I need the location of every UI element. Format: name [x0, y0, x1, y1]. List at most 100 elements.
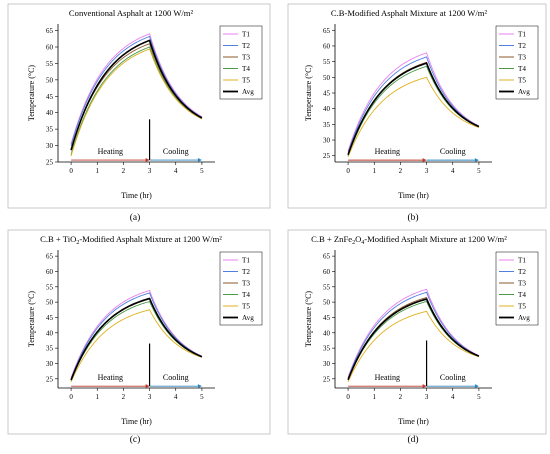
legend-label-t3: T3 — [518, 54, 526, 62]
y-tick-label: 45 — [46, 314, 54, 322]
legend-box — [219, 251, 263, 326]
title-subscript: 2 — [76, 240, 79, 246]
cooling-arrowhead — [197, 158, 202, 163]
x-axis-label: Time (hr) — [398, 417, 429, 426]
y-tick-label: 40 — [46, 329, 54, 337]
y-tick-label: 30 — [323, 137, 331, 145]
chart-panel-2: C.B-Modified Asphalt Mixture at 1200 W/m… — [287, 3, 547, 223]
legend-label-t5: T5 — [518, 303, 526, 311]
title-part: -Modified Asphalt Mixture at 1200 W/m² — [79, 234, 222, 244]
x-tick-label: 0 — [346, 167, 350, 175]
x-tick-label: 4 — [451, 393, 455, 401]
series-line-t5 — [347, 76, 480, 158]
x-tick-label: 5 — [200, 167, 204, 175]
cooling-label: Cooling — [163, 147, 189, 156]
y-tick-label: 30 — [323, 360, 331, 368]
legend-label-t3: T3 — [242, 54, 250, 62]
series-line-t1 — [347, 288, 480, 378]
title-part: -Modified Asphalt Mixture at 1200 W/m² — [364, 234, 507, 244]
legend: T1 T2 T3 T4 T5 Avg — [219, 251, 263, 326]
x-tick-label: 4 — [174, 393, 178, 401]
series-line-avg — [347, 62, 480, 156]
x-tick-label: 3 — [148, 393, 152, 401]
legend-label-t2: T2 — [242, 268, 250, 276]
legend-label-avg: Avg — [518, 314, 530, 322]
x-tick-label: 5 — [477, 167, 481, 175]
y-tick-label: 55 — [323, 283, 331, 291]
cooling-label: Cooling — [163, 373, 189, 382]
series-line-avg — [70, 297, 203, 381]
legend-label-t1: T1 — [518, 31, 526, 39]
legend-label-t4: T4 — [518, 65, 526, 73]
x-tick-label: 1 — [96, 167, 100, 175]
y-tick-label: 35 — [46, 345, 54, 353]
cooling-arrowhead — [197, 384, 202, 389]
y-tick-label: 65 — [46, 27, 54, 35]
y-tick-label: 50 — [323, 74, 331, 82]
chart-title: C.B + TiO2-Modified Asphalt Mixture at 1… — [40, 234, 222, 246]
x-tick-label: 3 — [148, 167, 152, 175]
legend-label-avg: Avg — [242, 314, 254, 322]
y-tick-label: 25 — [323, 375, 331, 383]
legend: T1 T2 T3 T4 T5 Avg — [495, 251, 539, 326]
x-tick-label: 1 — [96, 393, 100, 401]
x-tick-label: 0 — [346, 393, 350, 401]
x-tick-label: 1 — [373, 393, 377, 401]
legend: T1 T2 T3 T4 T5 Avg — [219, 25, 263, 100]
series-line-t2 — [347, 291, 480, 379]
legend: T1 T2 T3 T4 T5 Avg — [495, 25, 539, 100]
x-tick-label: 5 — [200, 393, 204, 401]
legend-box — [495, 25, 539, 100]
series-line-avg — [347, 298, 480, 381]
y-tick-label: 55 — [46, 283, 54, 291]
x-tick-label: 0 — [69, 167, 73, 175]
y-tick-label: 50 — [46, 299, 54, 307]
series-line-t2 — [70, 292, 203, 379]
x-tick-label: 2 — [399, 167, 403, 175]
cooling-arrowhead — [474, 384, 479, 389]
panel-label: (a) — [130, 212, 141, 223]
series-line-t1 — [70, 289, 203, 379]
y-tick-label: 60 — [46, 268, 54, 276]
y-tick-label: 65 — [46, 253, 54, 261]
y-axis-label: Temperature (°C) — [27, 291, 36, 348]
legend-label-t3: T3 — [242, 280, 250, 288]
panel-label: (d) — [407, 434, 418, 445]
y-tick-label: 50 — [46, 76, 54, 84]
legend-label-t2: T2 — [518, 42, 526, 50]
x-tick-label: 4 — [451, 167, 455, 175]
legend-label-t2: T2 — [518, 268, 526, 276]
chart-panel-4: C.B + ZnFe2O4-Modified Asphalt Mixture a… — [287, 229, 547, 445]
title-part: O — [355, 234, 361, 244]
y-tick-label: 30 — [46, 142, 54, 150]
legend-box — [219, 25, 263, 100]
legend-label-t2: T2 — [242, 42, 250, 50]
legend-label-t1: T1 — [242, 257, 250, 265]
title-part: C.B + TiO — [40, 234, 76, 244]
legend-box — [495, 251, 539, 326]
heating-label: Heating — [98, 147, 123, 156]
heating-arrowhead — [422, 384, 427, 389]
y-tick-label: 30 — [46, 360, 54, 368]
y-tick-label: 55 — [46, 60, 54, 68]
x-tick-label: 2 — [122, 167, 126, 175]
y-tick-label: 25 — [46, 375, 54, 383]
legend-label-t5: T5 — [518, 77, 526, 85]
chart-panel-1: Conventional Asphalt at 1200 W/m²2530354… — [7, 3, 271, 223]
y-tick-label: 40 — [46, 109, 54, 117]
y-tick-label: 50 — [323, 299, 331, 307]
x-tick-label: 1 — [373, 167, 377, 175]
series-line-t5 — [347, 310, 480, 383]
y-tick-label: 35 — [46, 126, 54, 134]
chart-title: Conventional Asphalt at 1200 W/m² — [69, 8, 194, 18]
legend-label-avg: Avg — [518, 88, 530, 96]
legend-label-t3: T3 — [518, 280, 526, 288]
y-axis-label: Temperature (°C) — [27, 65, 36, 122]
x-axis-label: Time (hr) — [398, 191, 429, 200]
legend-label-t4: T4 — [518, 291, 526, 299]
y-axis-label: Temperature (°C) — [304, 291, 313, 348]
heating-label: Heating — [375, 373, 400, 382]
legend-label-avg: Avg — [242, 88, 254, 96]
series-line-t2 — [70, 35, 203, 146]
